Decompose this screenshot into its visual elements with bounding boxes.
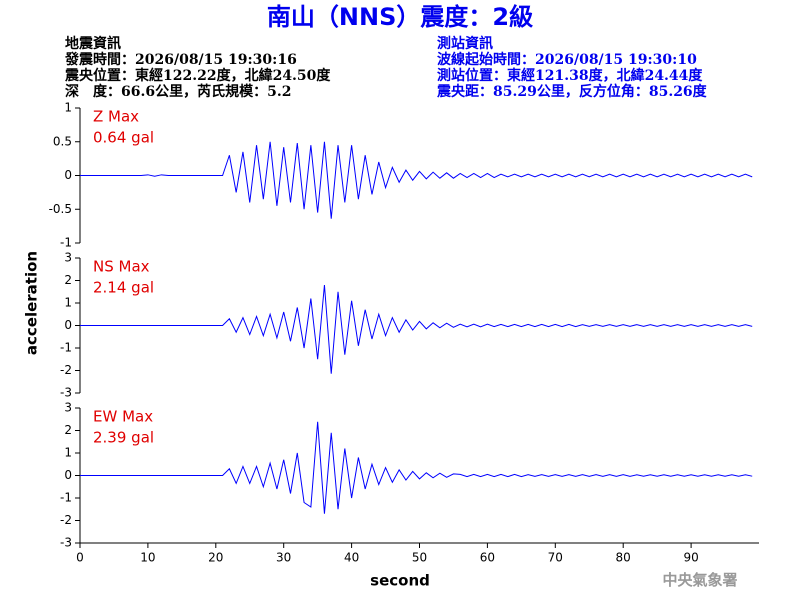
- x-axis-label: second: [370, 572, 430, 590]
- panel-name: EW Max: [93, 408, 153, 426]
- info-right: 測站位置：東經121.38度，北緯24.44度: [437, 67, 703, 84]
- y-tick-label: -1: [60, 341, 72, 355]
- y-tick-label: -3: [60, 386, 72, 400]
- y-tick-label: 0: [64, 318, 72, 332]
- x-tick-label: 90: [683, 551, 698, 565]
- x-tick-label: 70: [548, 551, 563, 565]
- y-tick-label: -2: [60, 513, 72, 527]
- y-axis-label: acceleration: [23, 251, 41, 355]
- y-tick-label: 0: [64, 468, 72, 482]
- y-tick-label: 2: [64, 423, 72, 437]
- x-tick-label: 0: [76, 551, 84, 565]
- waveform: [80, 421, 753, 514]
- y-tick-label: -3: [60, 536, 72, 550]
- panel-name: NS Max: [93, 258, 150, 276]
- info-left: 地震資訊: [65, 35, 121, 52]
- info-right: 測站資訊: [437, 35, 493, 52]
- panel-max: 2.14 gal: [93, 279, 154, 297]
- y-tick-label: 3: [64, 251, 72, 265]
- info-left: 發震時間：2026/08/15 19:30:16: [64, 51, 297, 68]
- panel-name: Z Max: [93, 108, 139, 126]
- title: 南山（NNS）震度：2級: [267, 3, 533, 31]
- info-right: 震央距：85.29公里，反方位角：85.26度: [436, 83, 708, 100]
- y-tick-label: -1: [60, 236, 72, 250]
- x-tick-label: 10: [140, 551, 155, 565]
- y-tick-label: 1: [64, 296, 72, 310]
- x-tick-label: 20: [208, 551, 223, 565]
- info-left: 震央位置：東經122.22度，北緯24.50度: [64, 67, 331, 84]
- y-tick-label: 3: [64, 401, 72, 415]
- x-tick-label: 30: [276, 551, 291, 565]
- info-right: 波線起始時間：2026/08/15 19:30:10: [437, 51, 697, 68]
- waveform: [80, 141, 753, 219]
- y-tick-label: -0.5: [49, 202, 72, 216]
- panel-max: 0.64 gal: [93, 129, 154, 147]
- y-tick-label: -2: [60, 363, 72, 377]
- y-tick-label: 2: [64, 273, 72, 287]
- x-tick-label: 60: [480, 551, 495, 565]
- panel-max: 2.39 gal: [93, 429, 154, 447]
- y-tick-label: 1: [64, 101, 72, 115]
- y-tick-label: 0.5: [53, 134, 72, 148]
- y-tick-label: 0: [64, 168, 72, 182]
- x-tick-label: 40: [344, 551, 359, 565]
- footer: 中央氣象署: [662, 571, 737, 589]
- x-tick-label: 80: [616, 551, 631, 565]
- y-tick-label: -1: [60, 491, 72, 505]
- waveform: [80, 284, 753, 374]
- info-left: 深 度：66.6公里，芮氏規模：5.2: [65, 83, 291, 100]
- x-tick-label: 50: [412, 551, 427, 565]
- y-tick-label: 1: [64, 446, 72, 460]
